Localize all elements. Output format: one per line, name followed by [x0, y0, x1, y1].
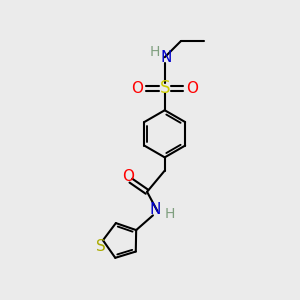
- Text: H: H: [150, 45, 160, 59]
- Text: O: O: [122, 169, 134, 184]
- Text: H: H: [164, 207, 175, 221]
- Text: S: S: [160, 79, 170, 97]
- Text: O: O: [186, 81, 198, 96]
- Text: O: O: [131, 81, 143, 96]
- Text: S: S: [96, 238, 106, 253]
- Text: N: N: [149, 202, 161, 217]
- Text: N: N: [160, 50, 172, 65]
